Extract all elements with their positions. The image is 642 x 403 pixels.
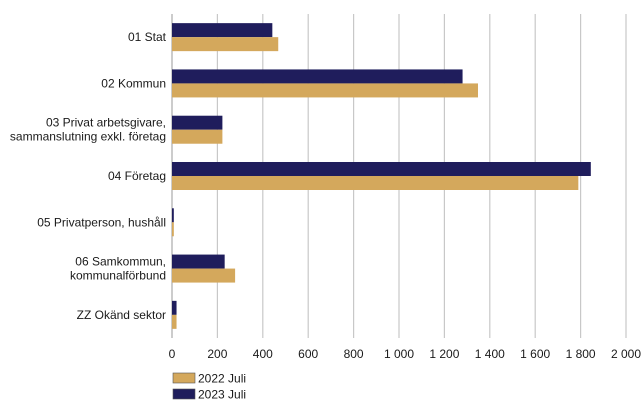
x-tick-label: 1 200 [429, 347, 459, 361]
legend-swatch [173, 373, 195, 383]
bar [172, 269, 235, 283]
x-tick-label: 1 400 [475, 347, 505, 361]
x-tick-label: 2 000 [611, 347, 641, 361]
bar [172, 315, 177, 329]
category-label: 05 Privatperson, hushåll [37, 215, 166, 229]
bar [172, 255, 225, 269]
bar [172, 162, 591, 176]
x-tick-label: 1 600 [520, 347, 550, 361]
bar [172, 116, 222, 130]
bar [172, 83, 478, 97]
bar [172, 301, 177, 315]
category-label: kommunalförbund [70, 269, 166, 283]
category-label: 01 Stat [128, 30, 167, 44]
legend-label: 2023 Juli [198, 388, 246, 402]
category-label: ZZ Okänd sektor [77, 308, 166, 322]
legend-label: 2022 Juli [198, 372, 246, 386]
category-label: 04 Företag [108, 169, 166, 183]
bar [172, 37, 278, 51]
x-tick-label: 0 [169, 347, 176, 361]
bar [172, 69, 463, 83]
bar [172, 130, 222, 144]
bar [172, 23, 272, 37]
bar [172, 176, 578, 190]
x-tick-labels: 0 200 400 600 800 1 000 1 200 1 400 1 600 1 800 2 … [169, 347, 642, 361]
bar [172, 208, 174, 222]
bar [172, 222, 174, 236]
category-label: 03 Privat arbetsgivare, [46, 116, 166, 130]
category-label: 02 Kommun [101, 76, 166, 90]
x-tick-label: 1 800 [566, 347, 596, 361]
legend: 2022 Juli 2023 Juli [173, 372, 246, 402]
x-tick-label: 1 000 [384, 347, 414, 361]
category-label: sammanslutning exkl. företag [10, 130, 166, 144]
x-tick-label: 400 [253, 347, 273, 361]
x-tick-label: 200 [207, 347, 227, 361]
x-tick-label: 800 [344, 347, 364, 361]
x-tick-label: 600 [298, 347, 318, 361]
category-labels: 01 Stat 02 Kommun 03 Privat arbetsgivare,s… [10, 30, 167, 322]
legend-swatch [173, 389, 195, 399]
category-label: 06 Samkommun, [75, 255, 166, 269]
bars [172, 23, 591, 329]
